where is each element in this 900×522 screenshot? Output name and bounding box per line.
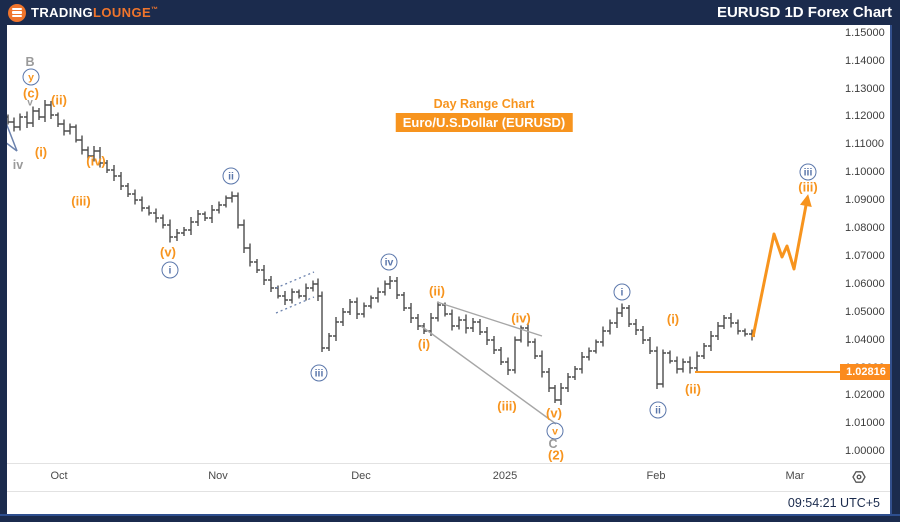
clock-timestamp: 09:54:21 UTC+5	[787, 496, 880, 510]
bottom-border	[0, 514, 900, 522]
x-axis-line	[7, 463, 890, 464]
trademark-symbol: ™	[151, 6, 159, 14]
projection-arrow	[751, 194, 812, 338]
brand-text: TRADINGLOUNGE™	[31, 6, 158, 19]
page-title: EURUSD 1D Forex Chart	[716, 4, 892, 21]
settings-icon[interactable]	[851, 469, 867, 485]
app-header: TRADINGLOUNGE™ EURUSD 1D Forex Chart	[0, 0, 900, 25]
brand-lounge: LOUNGE	[93, 5, 152, 20]
instrument-badge: Euro/U.S.Dollar (EURUSD)	[395, 113, 573, 132]
brand: TRADINGLOUNGE™	[8, 3, 158, 22]
last-price-label: 1.02816	[840, 364, 892, 380]
trend-lines	[0, 109, 893, 425]
left-border	[0, 25, 7, 514]
tradinglounge-logo-icon	[8, 3, 26, 22]
brand-trading: TRADING	[31, 5, 94, 20]
chart-subtitle-label: Day Range Chart	[433, 97, 535, 111]
right-border	[890, 25, 900, 514]
price-bars	[5, 100, 755, 405]
status-divider-line	[7, 491, 890, 492]
